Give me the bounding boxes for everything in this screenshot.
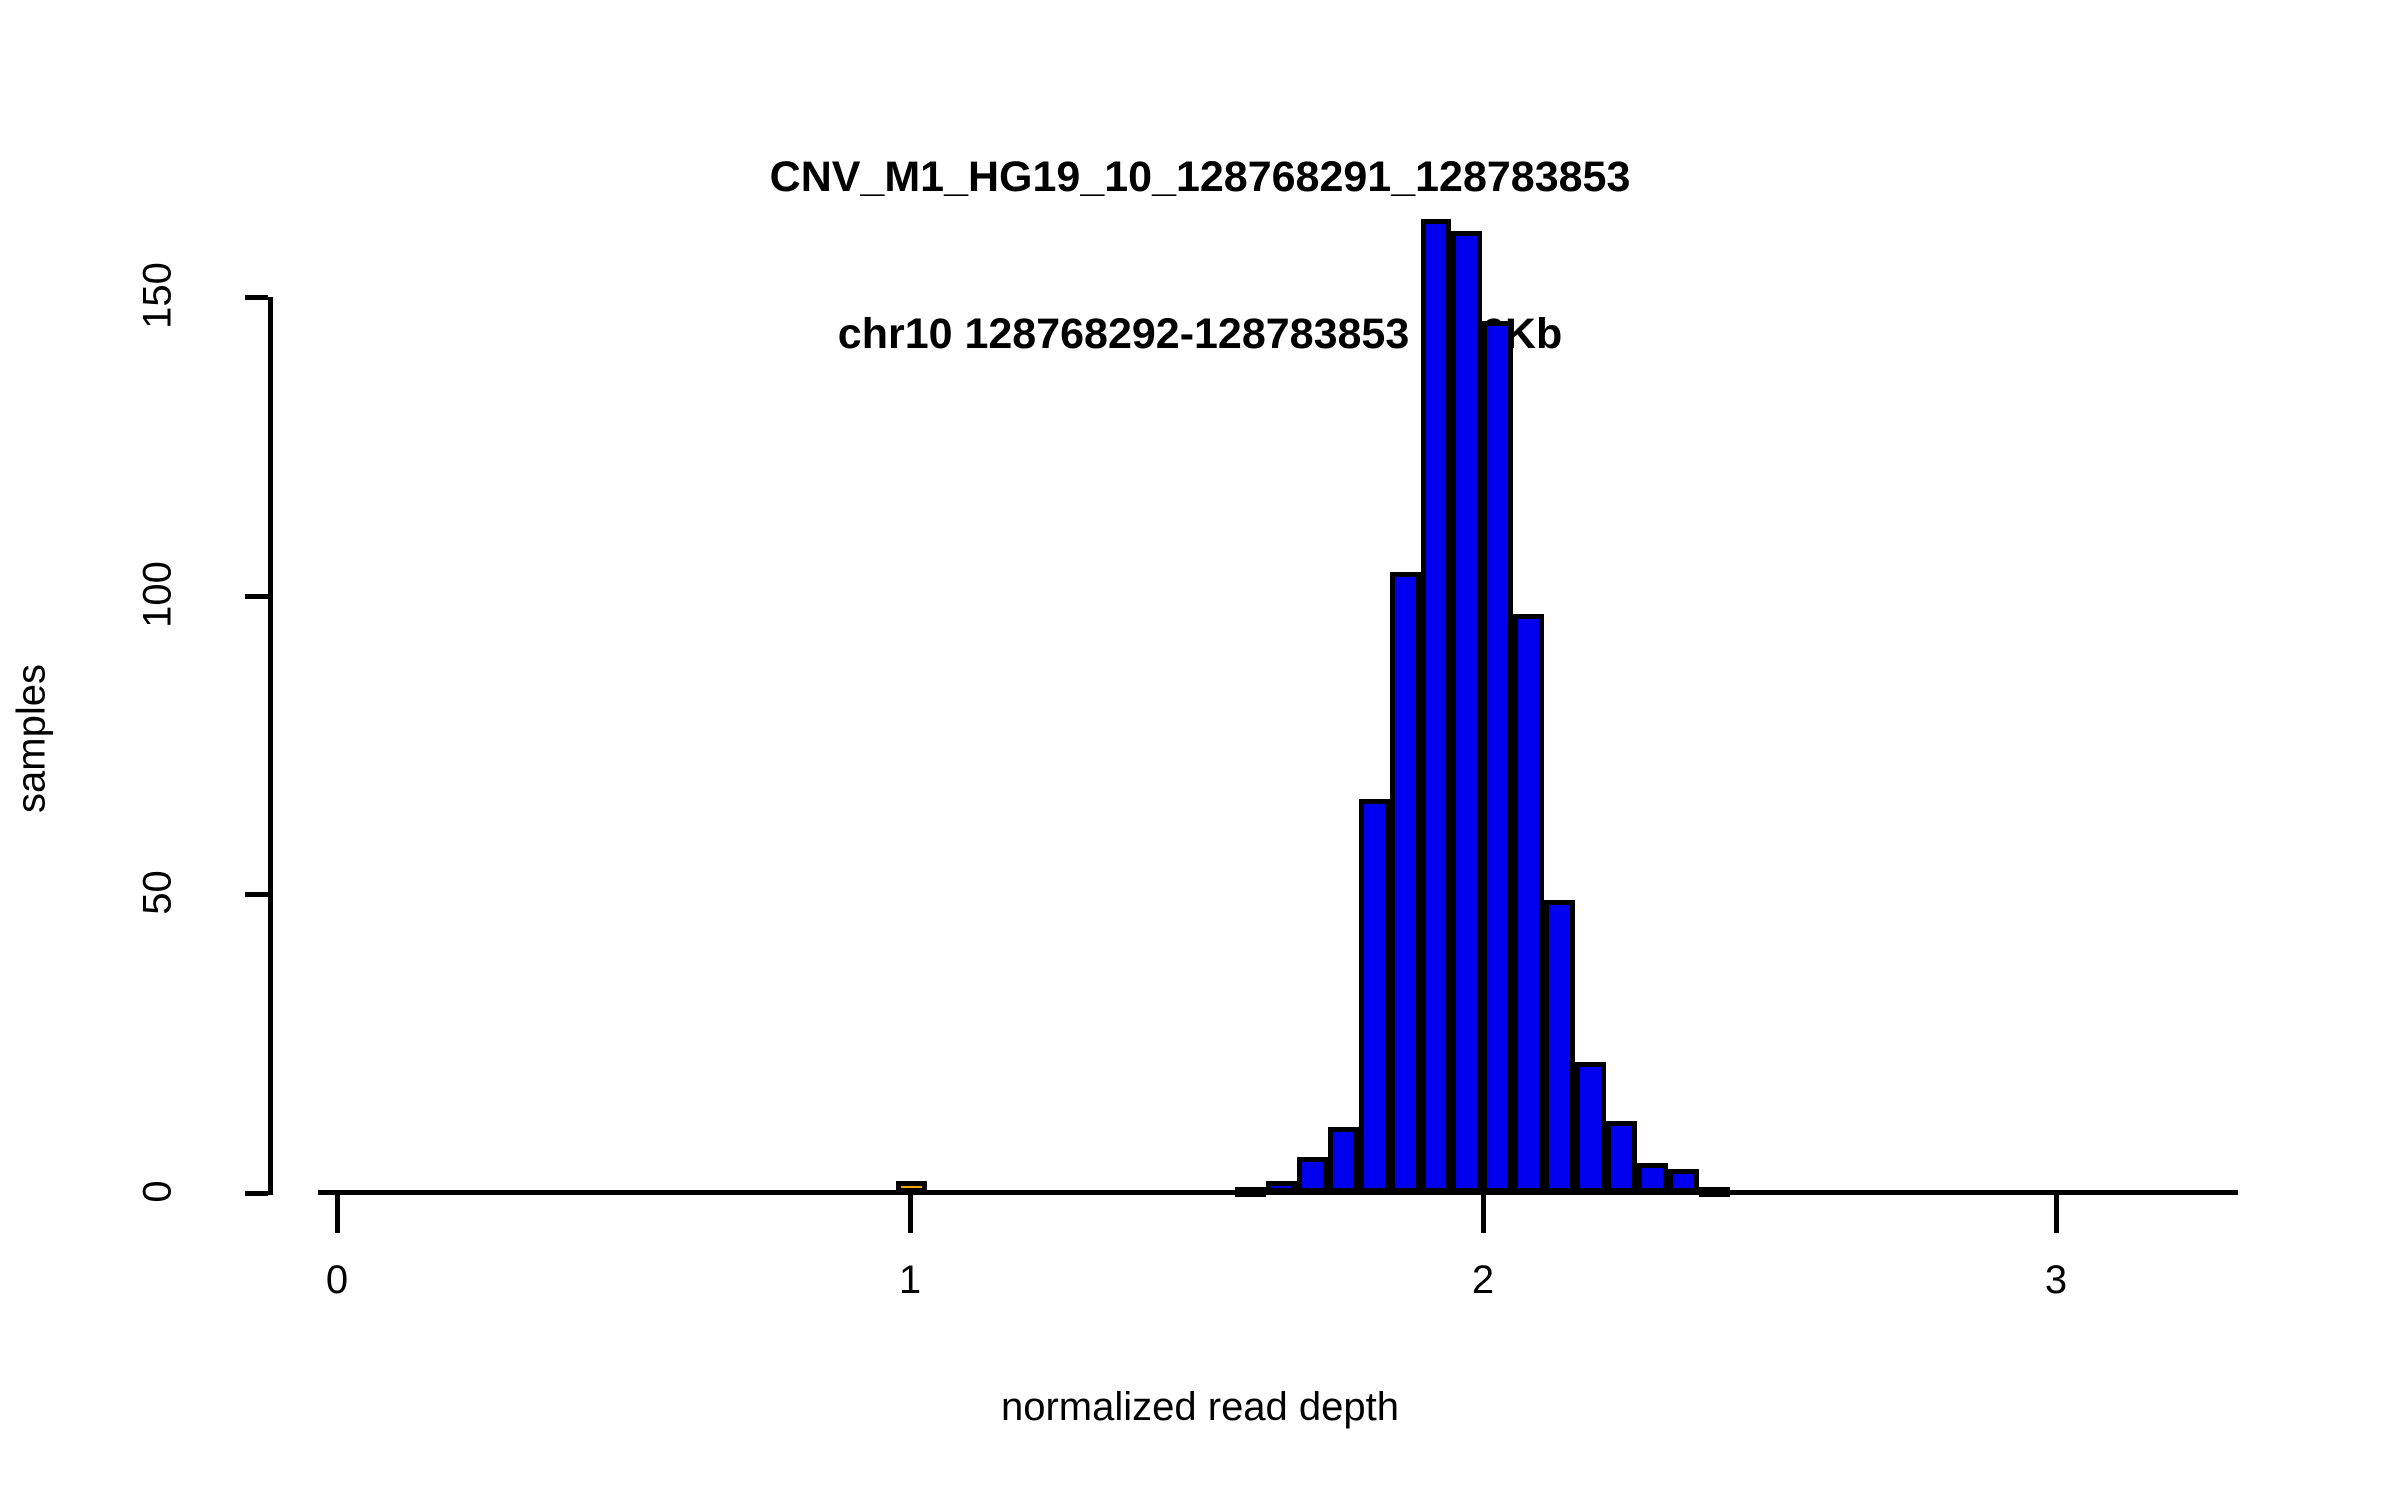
x-tick-mark <box>1481 1195 1486 1233</box>
y-tick-mark <box>245 1191 268 1196</box>
histogram-bar <box>1358 798 1390 1193</box>
histogram-bar <box>1513 613 1545 1193</box>
y-tick-mark <box>245 593 268 599</box>
y-tick-label: 100 <box>135 560 180 628</box>
histogram-bar <box>1327 1127 1359 1193</box>
histogram-bar <box>1544 900 1576 1193</box>
y-tick-mark <box>245 892 268 898</box>
x-tick-label: 2 <box>1471 1258 1495 1302</box>
x-tick-mark <box>908 1195 913 1233</box>
histogram-bar <box>1296 1157 1328 1193</box>
y-tick-label: 0 <box>135 1180 180 1203</box>
histogram-bar <box>1389 571 1421 1193</box>
histogram-bar <box>1575 1061 1607 1193</box>
y-axis-label: samples <box>9 664 54 813</box>
plot-title-line-2: chr10 128768292-128783853 15.6Kb <box>837 310 1563 359</box>
y-tick-label: 150 <box>135 262 180 329</box>
plot-title-line-1: CNV_M1_HG19_10_128768291_128783853 <box>769 152 1631 201</box>
plot-title: CNV_M1_HG19_10_128768291_128783853 chr10… <box>0 46 2400 466</box>
y-axis-line <box>268 297 273 1195</box>
y-tick-mark <box>245 295 268 300</box>
x-tick-label: 0 <box>325 1258 349 1302</box>
x-axis-line <box>318 1190 2238 1195</box>
x-axis-label: normalized read depth <box>1000 1385 1400 1429</box>
histogram-bar <box>1637 1163 1669 1193</box>
x-tick-mark <box>335 1195 340 1233</box>
x-tick-mark <box>2054 1195 2059 1233</box>
y-tick-label: 50 <box>135 870 180 916</box>
x-tick-label: 3 <box>2044 1258 2068 1302</box>
x-tick-label: 1 <box>898 1258 922 1302</box>
histogram-bar <box>1606 1121 1638 1193</box>
